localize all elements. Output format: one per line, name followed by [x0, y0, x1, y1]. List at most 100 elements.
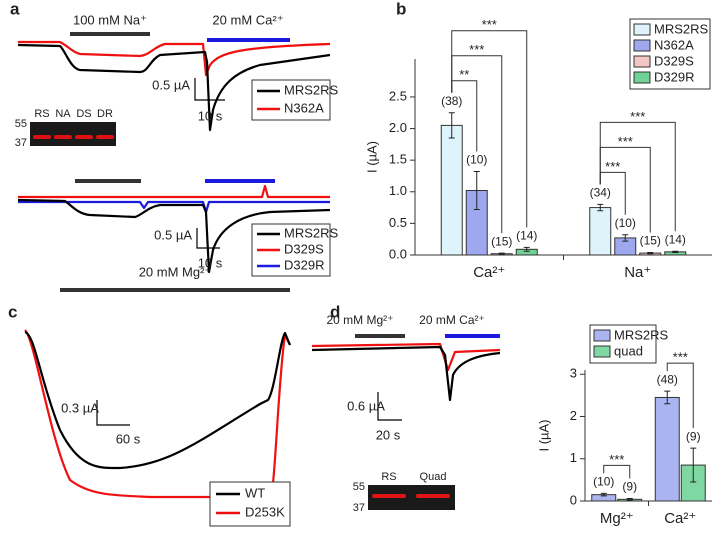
significance-label: *** — [482, 17, 497, 32]
lane-label: RS — [34, 108, 49, 120]
significance-label: *** — [605, 159, 620, 174]
trace — [18, 184, 330, 199]
legend — [251, 79, 331, 121]
stim-label: 20 mM Ca²⁺ — [212, 12, 283, 27]
n-label: (14) — [665, 232, 686, 246]
y-axis-label: I (µA) — [364, 141, 379, 173]
stim-label: 20 mM Mg²⁺ — [139, 264, 212, 279]
scale-label: 10 s — [198, 255, 223, 270]
marker-label: 37 — [353, 502, 365, 514]
stim-bar — [70, 32, 150, 36]
significance-label: ** — [459, 67, 469, 82]
scale-bar — [96, 400, 130, 426]
stim-bar — [75, 179, 141, 183]
trace — [17, 43, 331, 132]
error-bar — [690, 447, 697, 483]
scale-label: 60 s — [116, 431, 141, 446]
x-tick-label: Na⁺ — [624, 264, 651, 281]
lane-label: RS — [381, 471, 396, 483]
scale-label: 0.3 µA — [61, 400, 99, 415]
significance-bracket — [599, 121, 676, 232]
legend-label: D329R — [284, 257, 324, 272]
significance-bracket — [451, 30, 528, 228]
legend-label: D329S — [654, 53, 694, 68]
n-label: (10) — [593, 475, 614, 489]
panel-label: a — [10, 0, 20, 18]
trace — [311, 342, 501, 372]
scale-bar — [194, 78, 225, 101]
error-bar — [622, 234, 629, 242]
marker-label: 55 — [15, 118, 27, 130]
band — [416, 494, 450, 498]
band — [75, 135, 93, 139]
scale-label: 0.5 µA — [152, 77, 190, 92]
scale-bar — [377, 392, 402, 421]
y-tick-label: 2.5 — [389, 88, 407, 103]
band — [96, 135, 114, 139]
y-tick-label: 2 — [570, 408, 577, 423]
legend-swatch — [633, 39, 651, 52]
stim-label: 20 mM Mg²⁺ — [326, 313, 393, 327]
significance-label: *** — [673, 350, 688, 365]
legend-swatch — [633, 55, 651, 68]
significance-bracket — [666, 362, 694, 429]
n-label: (34) — [590, 186, 611, 200]
significance-label: *** — [618, 134, 633, 149]
legend-swatch — [633, 23, 651, 36]
scale-label: 0.6 µA — [347, 398, 385, 413]
error-bar — [626, 497, 633, 501]
trace — [24, 330, 292, 470]
x-tick-label: Ca²⁺ — [473, 264, 505, 281]
legend-label: N362A — [284, 100, 324, 115]
legend-label: MRS2RS — [654, 21, 709, 36]
band — [33, 135, 51, 139]
legend-label: D329R — [654, 69, 694, 84]
significance-label: *** — [469, 42, 484, 57]
y-tick-label: 3 — [570, 366, 577, 381]
scale-label: 20 s — [376, 427, 401, 442]
legend-label: MRS2RS — [614, 327, 669, 342]
error-bar — [597, 203, 604, 212]
bar — [589, 207, 612, 256]
trace — [24, 329, 291, 499]
legend-label: MRS2RS — [284, 82, 339, 97]
scale-label: 0.5 µA — [154, 227, 192, 242]
error-bar — [672, 250, 679, 253]
n-label: (9) — [686, 429, 701, 443]
bar — [654, 396, 680, 502]
significance-bracket — [603, 464, 631, 479]
band — [372, 494, 406, 498]
lane-label: Quad — [420, 471, 447, 483]
stim-bar — [355, 334, 405, 338]
n-label: (38) — [441, 94, 462, 108]
legend-label: MRS2RS — [284, 225, 339, 240]
y-tick-label: 1 — [570, 450, 577, 465]
scale-label: 10 s — [198, 108, 223, 123]
legend-swatch — [593, 345, 611, 358]
stim-bar — [207, 38, 290, 42]
y-tick-label: 0.5 — [389, 215, 407, 230]
legend — [209, 481, 291, 527]
error-bar — [647, 251, 654, 255]
n-label: (10) — [615, 216, 636, 230]
significance-label: *** — [609, 452, 624, 467]
trace — [18, 40, 331, 77]
error-bar — [498, 252, 505, 255]
band — [54, 135, 72, 139]
legend-swatch — [633, 71, 651, 84]
lane-label: DR — [97, 108, 113, 120]
n-label: (48) — [657, 372, 678, 386]
legend-label: quad — [614, 343, 643, 358]
legend-label: N362A — [654, 37, 694, 52]
error-bar — [523, 246, 530, 252]
trace — [311, 345, 501, 402]
x-tick-label: Ca²⁺ — [664, 510, 696, 527]
error-bar — [664, 390, 671, 405]
stim-bar — [60, 288, 290, 292]
bar — [440, 124, 463, 256]
marker-label: 37 — [15, 137, 27, 149]
n-label: (9) — [622, 480, 637, 494]
x-tick-label: Mg²⁺ — [600, 510, 634, 527]
stim-label: 100 mM Na⁺ — [73, 12, 147, 27]
significance-label: *** — [630, 109, 645, 124]
